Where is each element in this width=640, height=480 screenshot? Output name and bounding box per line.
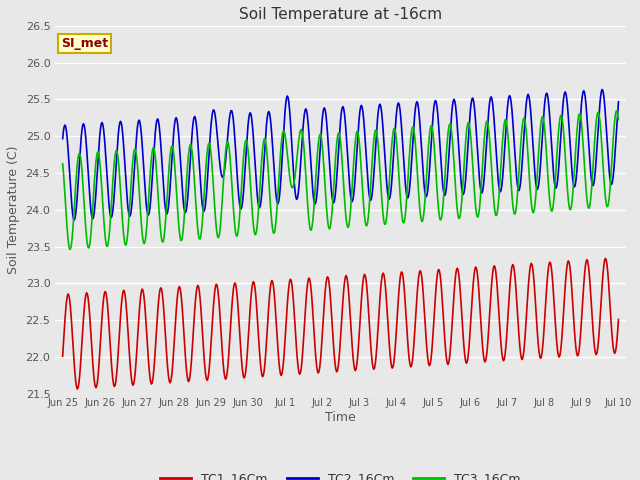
Title: Soil Temperature at -16cm: Soil Temperature at -16cm [239, 7, 442, 22]
TC3_16Cm [614, 117, 622, 122]
TC2_16Cm [182, 210, 189, 216]
TC1_16Cm [614, 317, 622, 323]
TC1_16Cm [182, 353, 189, 359]
X-axis label: Time: Time [325, 411, 356, 424]
TC3_16Cm [182, 197, 189, 203]
TC2_16Cm [564, 113, 572, 119]
TC2_16Cm [59, 136, 67, 142]
Y-axis label: Soil Temperature (C): Soil Temperature (C) [7, 145, 20, 274]
TC2_16Cm [614, 99, 622, 105]
TC2_16Cm [70, 217, 78, 223]
TC1_16Cm [205, 365, 213, 371]
TC2_16Cm [205, 147, 213, 153]
TC3_16Cm [205, 140, 213, 146]
TC2_16Cm [442, 191, 449, 196]
Line: TC3_16Cm: TC3_16Cm [63, 111, 618, 249]
TC3_16Cm [613, 108, 621, 114]
TC1_16Cm [602, 255, 609, 261]
TC3_16Cm [564, 196, 572, 202]
Line: TC2_16Cm: TC2_16Cm [63, 89, 618, 220]
Text: SI_met: SI_met [61, 37, 108, 50]
TC3_16Cm [59, 161, 67, 167]
Line: TC1_16Cm: TC1_16Cm [63, 258, 618, 389]
TC1_16Cm [564, 258, 572, 264]
TC1_16Cm [59, 353, 67, 359]
TC1_16Cm [74, 386, 81, 392]
TC3_16Cm [442, 164, 449, 170]
TC3_16Cm [333, 141, 340, 146]
TC2_16Cm [387, 190, 395, 195]
TC2_16Cm [598, 86, 606, 92]
TC1_16Cm [387, 358, 395, 364]
TC3_16Cm [387, 156, 395, 162]
TC2_16Cm [333, 175, 340, 181]
TC3_16Cm [67, 246, 74, 252]
Legend: TC1_16Cm, TC2_16Cm, TC3_16Cm: TC1_16Cm, TC2_16Cm, TC3_16Cm [155, 468, 526, 480]
TC1_16Cm [333, 369, 340, 374]
TC1_16Cm [442, 347, 449, 352]
